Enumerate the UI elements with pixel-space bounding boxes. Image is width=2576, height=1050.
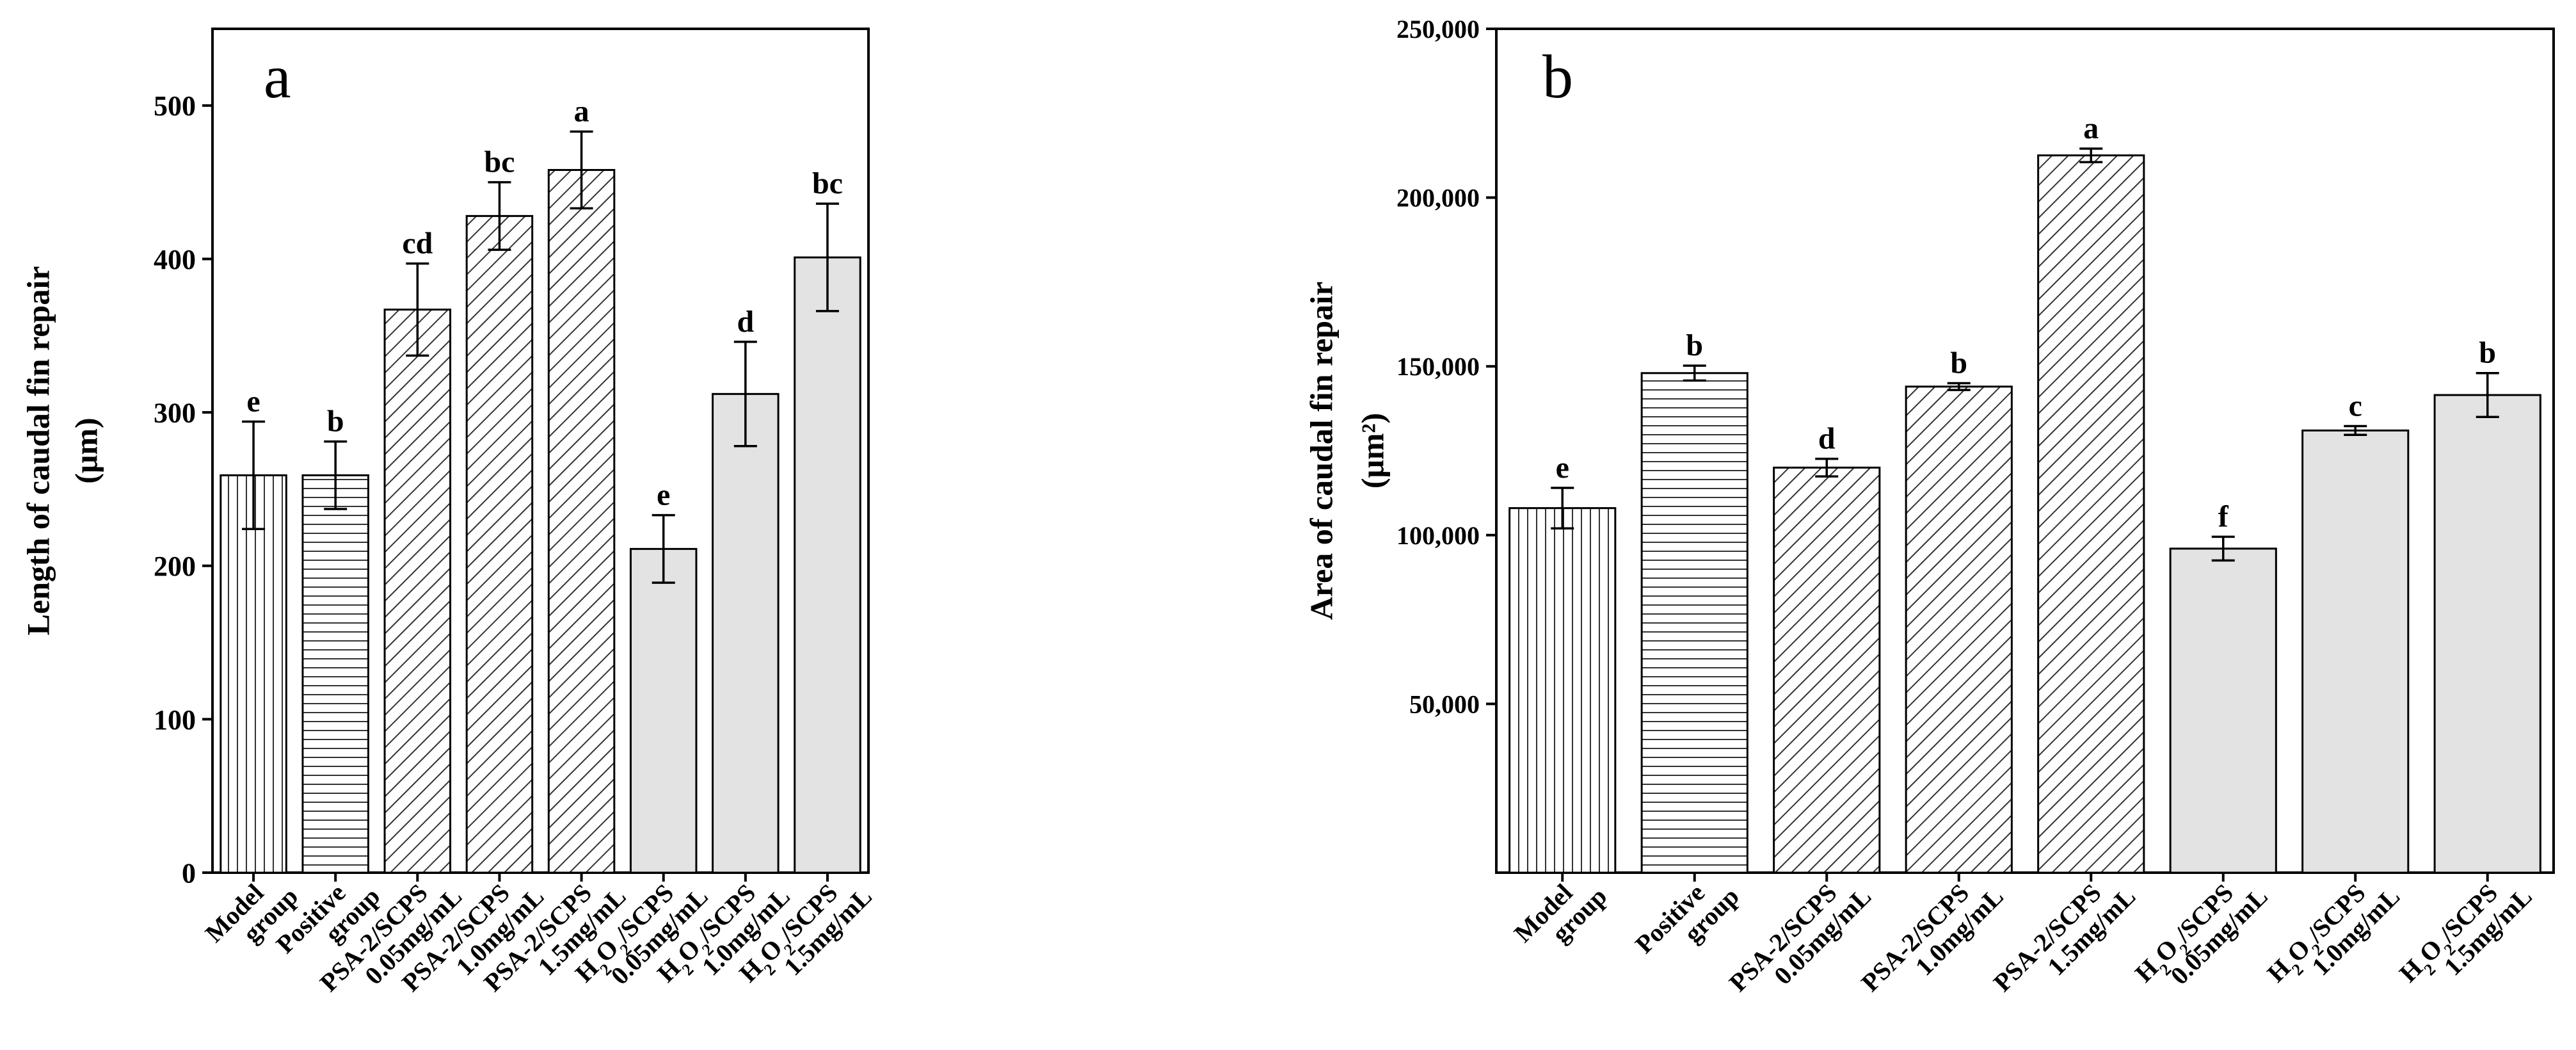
x-tick-label: H2O2/SCPS1.0mg/mL: [2261, 863, 2405, 1007]
panel-b: 50,000 100,000 150,000 200,000 250,000 Area o…: [1303, 15, 2555, 1017]
x-tick-label: Positivegroup: [1629, 863, 1745, 978]
y-tick-label: 100: [154, 704, 196, 736]
significance-letter: f: [2218, 499, 2229, 533]
y-axis-title: (μm): [68, 417, 104, 483]
plot-frame: [1495, 28, 2555, 874]
y-tick-label: 150,000: [1396, 352, 1480, 381]
plot-frame: [211, 28, 870, 874]
x-tick-label: PSA-2/SCPS0.05mg/mL: [1724, 863, 1877, 1017]
significance-letter: b: [2479, 336, 2496, 370]
significance-letter: d: [1818, 422, 1836, 456]
bar: [794, 256, 861, 874]
significance-letter: a: [574, 95, 589, 129]
bar: [1905, 385, 2013, 874]
y-tick-label: 50,000: [1409, 690, 1480, 718]
bar: [629, 547, 698, 874]
y-tick-label: 200,000: [1396, 184, 1480, 213]
bar: [712, 392, 780, 874]
bar: [547, 168, 616, 874]
bar: [1773, 466, 1881, 874]
bar: [383, 309, 452, 874]
y-axis-title: (μm²): [1354, 413, 1390, 489]
x-tick-label: PSA-2/SCPS1.5mg/mL: [1988, 863, 2141, 1017]
bar: [2169, 547, 2277, 874]
significance-letter: b: [1686, 328, 1703, 362]
significance-letter: cd: [402, 227, 433, 261]
significance-letter: bc: [484, 145, 515, 179]
significance-letter: d: [737, 305, 754, 339]
y-tick-label: 100,000: [1396, 521, 1480, 550]
bar: [220, 474, 287, 874]
significance-letter: c: [2349, 389, 2362, 423]
bar: [1508, 507, 1617, 874]
y-tick-label: 250,000: [1396, 15, 1480, 44]
significance-letter: b: [1950, 346, 1967, 380]
y-tick-label: 300: [154, 397, 196, 428]
y-tick-label: 0: [182, 857, 196, 889]
y-tick-label: 400: [154, 244, 196, 275]
y-axis-title: Area of caudal fin repair: [1303, 282, 1339, 620]
significance-letter: b: [327, 405, 344, 439]
bar: [1640, 372, 1748, 874]
bar: [301, 474, 369, 874]
significance-letter: e: [246, 384, 260, 418]
x-tick-label: PSA-2/SCPS1.0mg/mL: [1855, 863, 2009, 1017]
panel-label: b: [1542, 42, 1573, 111]
y-tick-label: 500: [154, 90, 196, 122]
panel-label: a: [264, 42, 291, 111]
y-axis-title: Length of caudal fin repair: [20, 266, 56, 636]
significance-letter: a: [2083, 111, 2099, 145]
significance-letter: e: [657, 478, 670, 512]
x-tick-label: Modelgroup: [1508, 863, 1613, 967]
panel-a: 0 100 200 300 400 500 Length of caudal fin rep…: [20, 28, 877, 997]
bar: [2301, 429, 2410, 874]
significance-letter: bc: [812, 166, 843, 200]
bar: [465, 214, 534, 874]
y-tick-label: 200: [154, 551, 196, 582]
x-tick-label: H2O2/SCPS1.5mg/mL: [2394, 863, 2538, 1007]
bar: [2037, 154, 2145, 874]
x-tick-label: H2O2/SCPS0.05mg/mL: [2129, 863, 2273, 1007]
bar: [2433, 394, 2541, 874]
significance-letter: e: [1556, 451, 1569, 485]
